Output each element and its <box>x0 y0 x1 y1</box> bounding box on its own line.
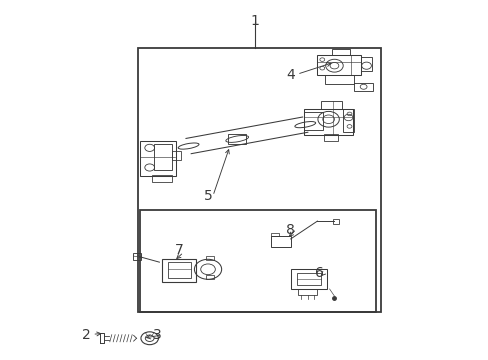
Bar <box>205 275 214 279</box>
Text: 7: 7 <box>174 243 183 257</box>
Bar <box>152 175 171 182</box>
Bar <box>321 102 341 109</box>
Bar <box>153 144 172 170</box>
Bar <box>171 152 181 160</box>
Bar <box>323 134 338 141</box>
Bar <box>304 112 322 130</box>
Text: 1: 1 <box>250 14 259 28</box>
Bar <box>205 256 214 260</box>
Bar <box>296 273 320 285</box>
Bar <box>140 210 375 312</box>
Bar <box>353 83 372 91</box>
Bar <box>137 48 380 312</box>
Text: 4: 4 <box>286 68 294 82</box>
Text: 3: 3 <box>152 328 161 342</box>
Bar <box>297 289 317 296</box>
Bar <box>331 49 350 55</box>
Bar <box>140 141 176 176</box>
Text: 6: 6 <box>315 266 324 280</box>
Bar <box>290 269 326 289</box>
Bar <box>271 233 278 237</box>
Bar <box>333 219 339 224</box>
Bar <box>228 134 245 144</box>
Bar <box>132 253 141 260</box>
Text: 5: 5 <box>203 189 212 203</box>
Bar <box>271 237 290 247</box>
Bar <box>317 55 361 75</box>
Bar <box>162 258 196 282</box>
Bar <box>304 109 352 135</box>
Text: 8: 8 <box>285 223 295 237</box>
Bar <box>361 57 371 71</box>
Bar <box>343 109 353 132</box>
Bar <box>168 262 190 278</box>
Bar <box>324 75 353 84</box>
Text: 2: 2 <box>82 328 91 342</box>
